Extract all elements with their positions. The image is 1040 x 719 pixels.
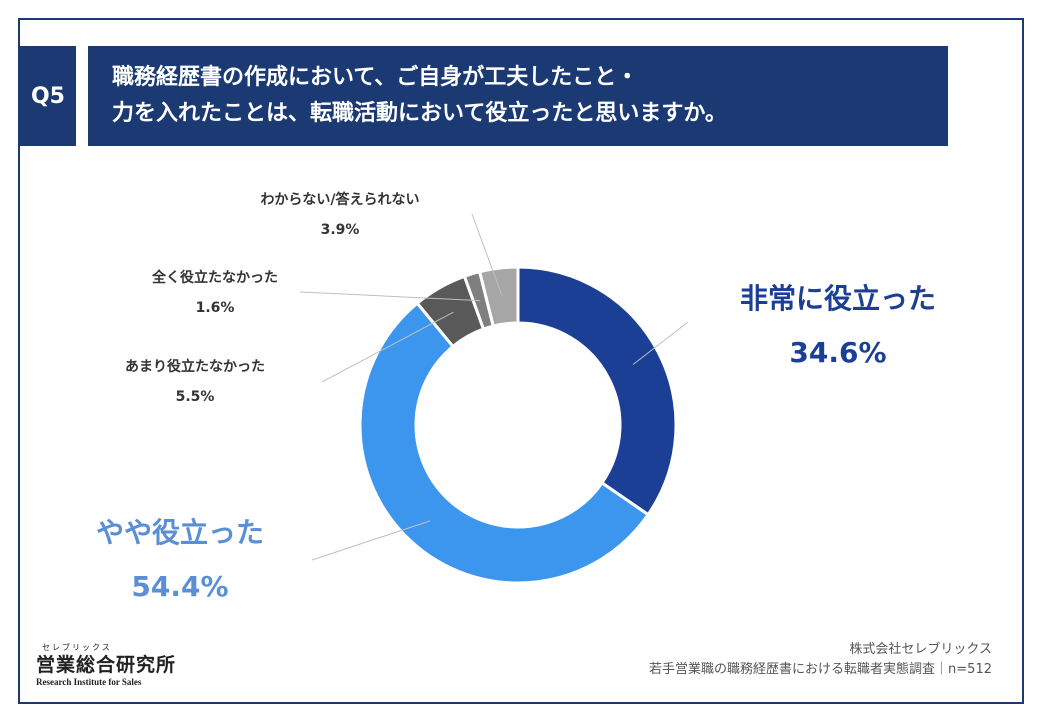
- label-very-useful-value: 34.6%: [789, 336, 887, 369]
- label-somewhat-useful: やや役立った 54.4%: [70, 506, 290, 614]
- label-somewhat-useful-name: やや役立った: [95, 516, 264, 549]
- leader-dont-know: [471, 213, 503, 297]
- label-not-very-useful-value: 5.5%: [175, 389, 215, 405]
- source-company: 株式会社セレブリックス: [849, 642, 992, 657]
- label-not-useful-at-all: 全く役立たなかった 1.6%: [100, 263, 330, 323]
- leader-not-useful-at-all: [299, 291, 481, 302]
- label-not-useful-at-all-value: 1.6%: [195, 300, 235, 316]
- source-survey: 若手営業職の職務経歴書における転職者実態調査｜n=512: [649, 662, 992, 677]
- leader-somewhat-useful: [311, 520, 431, 561]
- question-badge: Q5: [20, 46, 76, 146]
- label-not-very-useful-name: あまり役立たなかった: [125, 359, 265, 375]
- label-dont-know: わからない/答えられない 3.9%: [210, 185, 470, 245]
- logo-sub: Research Institute for Sales: [36, 677, 142, 687]
- label-very-useful: 非常に役立った 34.6%: [718, 272, 958, 380]
- logo-kana: セレブリックス: [42, 643, 112, 652]
- slice-very-useful: [516, 265, 678, 517]
- label-dont-know-value: 3.9%: [320, 222, 360, 238]
- leader-not-very-useful: [321, 311, 454, 383]
- question-title-line-1: 職務経歴書の作成において、ご自身が工夫したこと・: [112, 65, 639, 90]
- question-title: 職務経歴書の作成において、ご自身が工夫したこと・ 力を入れたことは、転職活動にお…: [88, 46, 948, 146]
- slice-somewhat-useful: [358, 301, 651, 585]
- label-dont-know-name: わからない/答えられない: [260, 192, 420, 208]
- label-somewhat-useful-value: 54.4%: [131, 570, 229, 603]
- leader-very-useful: [632, 321, 689, 365]
- brand-logo: セレブリックス 営業総合研究所 Research Institute for S…: [36, 642, 176, 687]
- label-not-useful-at-all-name: 全く役立たなかった: [152, 270, 278, 286]
- label-very-useful-name: 非常に役立った: [739, 282, 936, 315]
- logo-main: 営業総合研究所: [36, 654, 177, 676]
- source-note: 株式会社セレブリックス 若手営業職の職務経歴書における転職者実態調査｜n=512: [649, 640, 992, 680]
- label-not-very-useful: あまり役立たなかった 5.5%: [80, 352, 310, 412]
- question-title-line-2: 力を入れたことは、転職活動において役立ったと思いますか。: [112, 101, 727, 126]
